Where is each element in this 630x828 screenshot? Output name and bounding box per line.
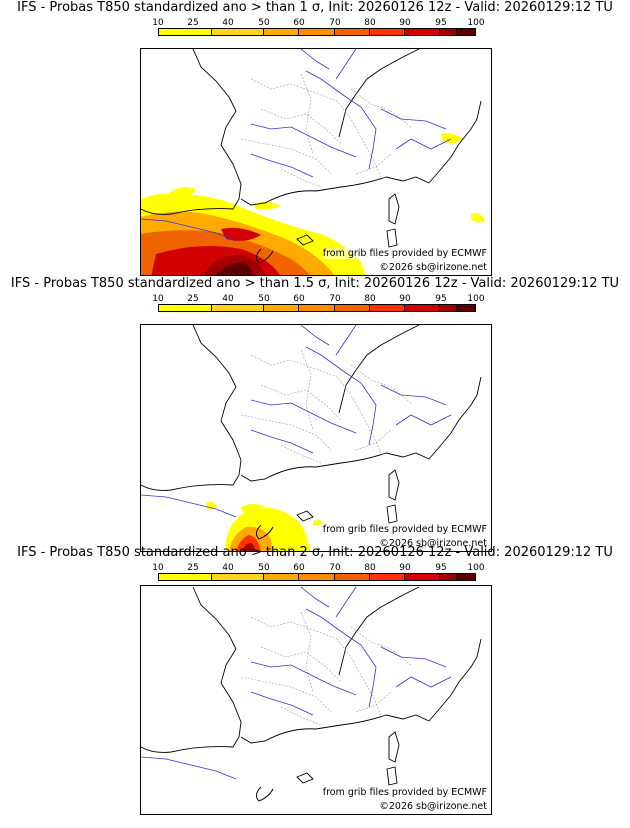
borders <box>240 73 412 188</box>
rivers <box>141 325 452 518</box>
colorbar-tick: 10 <box>152 18 164 28</box>
data-credit: from grib files provided by ECMWF <box>322 248 487 259</box>
colorbar-tick: 90 <box>399 18 411 28</box>
map-frame: from grib files provided by ECMWF ©2026 … <box>140 585 492 815</box>
rivers <box>141 586 452 780</box>
colorbar-tick: 50 <box>258 563 270 573</box>
colorbar-swatch <box>457 29 475 35</box>
colorbar-swatch <box>264 305 300 311</box>
colorbar-tick: 70 <box>329 563 341 573</box>
colorbar-swatch <box>439 574 458 580</box>
map-svg <box>141 586 482 802</box>
colorbar-swatches <box>158 304 476 312</box>
data-credit: from grib files provided by ECMWF <box>322 524 487 535</box>
coastlines <box>141 586 482 802</box>
map-panel-3: IFS - Probas T850 standardized ano > tha… <box>0 545 630 821</box>
colorbar: 10 25 40 50 60 70 80 90 95 100 <box>152 294 485 314</box>
probability-field <box>206 501 323 551</box>
colorbar-tick: 40 <box>222 18 234 28</box>
colorbar-swatch <box>334 574 370 580</box>
colorbar-tick: 80 <box>364 563 376 573</box>
rivers <box>141 49 452 242</box>
colorbar-tick: 80 <box>364 294 376 304</box>
colorbar-tick: 100 <box>467 18 485 28</box>
colorbar-swatch <box>211 29 265 35</box>
coastlines <box>141 325 482 540</box>
colorbar-tick: 60 <box>293 563 305 573</box>
colorbar-tick: 50 <box>258 18 270 28</box>
colorbar-swatch <box>457 305 475 311</box>
colorbar-ticks: 10 25 40 50 60 70 80 90 95 100 <box>152 563 484 573</box>
colorbar-tick: 40 <box>222 294 234 304</box>
map-svg <box>141 49 485 275</box>
map-frame: from grib files provided by ECMWF ©2026 … <box>140 324 492 552</box>
colorbar-swatch <box>404 29 440 35</box>
colorbar-swatches <box>158 573 476 581</box>
colorbar-swatch <box>264 29 300 35</box>
colorbar-swatch <box>299 29 335 35</box>
colorbar-tick: 90 <box>399 563 411 573</box>
colorbar-swatch <box>369 29 405 35</box>
colorbar-ticks: 10 25 40 50 60 70 80 90 95 100 <box>152 294 484 304</box>
colorbar-tick: 70 <box>329 294 341 304</box>
colorbar-swatch <box>211 305 265 311</box>
colorbar-tick: 10 <box>152 294 164 304</box>
panel-title: IFS - Probas T850 standardized ano > tha… <box>17 0 613 15</box>
colorbar-tick: 100 <box>467 563 485 573</box>
colorbar-swatch <box>369 305 405 311</box>
colorbar-swatch <box>457 574 475 580</box>
colorbar-swatch <box>264 574 300 580</box>
colorbar-tick: 100 <box>467 294 485 304</box>
colorbar-swatch <box>404 305 440 311</box>
colorbar-tick: 50 <box>258 294 270 304</box>
copyright-credit: ©2026 sb@irizone.net <box>379 262 487 273</box>
panel-title: IFS - Probas T850 standardized ano > tha… <box>10 276 620 291</box>
colorbar-swatch <box>159 574 212 580</box>
map-panel-2: IFS - Probas T850 standardized ano > tha… <box>0 276 630 552</box>
colorbar-tick: 40 <box>222 563 234 573</box>
colorbar-swatch <box>299 574 335 580</box>
colorbar-swatch <box>334 29 370 35</box>
data-credit: from grib files provided by ECMWF <box>322 787 487 798</box>
colorbar-swatch <box>299 305 335 311</box>
copyright-credit: ©2026 sb@irizone.net <box>379 801 487 812</box>
colorbar-tick: 80 <box>364 18 376 28</box>
panel-title: IFS - Probas T850 standardized ano > tha… <box>17 545 613 560</box>
map-panel-1: IFS - Probas T850 standardized ano > tha… <box>0 0 630 276</box>
copyright-credit: ©2026 sb@irizone.net <box>379 538 487 549</box>
colorbar-swatches <box>158 28 476 36</box>
colorbar-swatch <box>159 305 212 311</box>
colorbar-tick: 10 <box>152 563 164 573</box>
colorbar-tick: 95 <box>435 294 447 304</box>
borders <box>240 611 412 726</box>
colorbar-ticks: 10 25 40 50 60 70 80 90 95 100 <box>152 18 484 28</box>
colorbar-swatch <box>211 574 265 580</box>
colorbar-tick: 25 <box>187 18 199 28</box>
borders <box>240 349 412 464</box>
coastlines <box>141 49 482 264</box>
colorbar-tick: 90 <box>399 294 411 304</box>
colorbar: 10 25 40 50 60 70 80 90 95 100 <box>152 18 485 38</box>
colorbar-tick: 70 <box>329 18 341 28</box>
colorbar: 10 25 40 50 60 70 80 90 95 100 <box>152 563 485 583</box>
colorbar-tick: 60 <box>293 18 305 28</box>
colorbar-tick: 60 <box>293 294 305 304</box>
colorbar-tick: 25 <box>187 563 199 573</box>
map-frame: from grib files provided by ECMWF ©2026 … <box>140 48 492 276</box>
colorbar-tick: 25 <box>187 294 199 304</box>
colorbar-tick: 95 <box>435 18 447 28</box>
colorbar-swatch <box>369 574 405 580</box>
colorbar-swatch <box>404 574 440 580</box>
colorbar-tick: 95 <box>435 563 447 573</box>
colorbar-swatch <box>159 29 212 35</box>
colorbar-swatch <box>334 305 370 311</box>
probability-field <box>141 133 485 275</box>
colorbar-swatch <box>439 29 458 35</box>
map-svg <box>141 325 482 551</box>
colorbar-swatch <box>439 305 458 311</box>
